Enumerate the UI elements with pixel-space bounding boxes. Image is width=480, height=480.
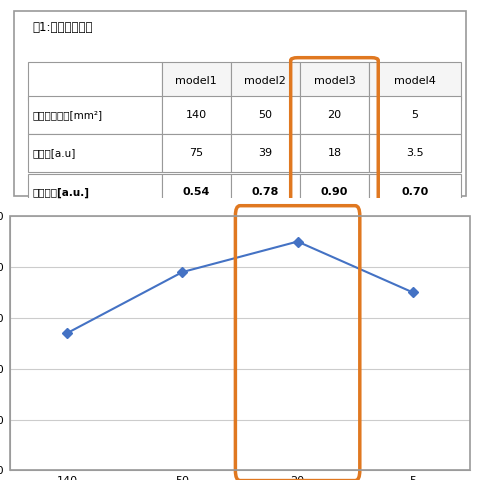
Text: 140: 140 bbox=[186, 110, 207, 120]
Bar bbox=[28, 134, 162, 172]
Bar bbox=[369, 62, 461, 100]
Bar bbox=[162, 96, 231, 134]
Bar bbox=[28, 96, 162, 134]
Text: 18: 18 bbox=[327, 148, 342, 158]
Bar bbox=[231, 96, 300, 134]
Bar bbox=[162, 174, 231, 211]
Text: 50: 50 bbox=[258, 110, 272, 120]
Bar bbox=[28, 62, 162, 100]
Text: 39: 39 bbox=[258, 148, 273, 158]
Text: 0.90: 0.90 bbox=[321, 188, 348, 197]
Text: 5: 5 bbox=[412, 110, 419, 120]
Text: 3.5: 3.5 bbox=[406, 148, 424, 158]
Text: 0.54: 0.54 bbox=[182, 188, 210, 197]
Text: 0.78: 0.78 bbox=[252, 188, 279, 197]
Bar bbox=[369, 174, 461, 211]
Bar bbox=[300, 62, 369, 100]
Bar bbox=[300, 96, 369, 134]
Bar bbox=[300, 134, 369, 172]
Text: model4: model4 bbox=[394, 76, 436, 86]
Bar bbox=[231, 174, 300, 211]
Text: 20: 20 bbox=[327, 110, 342, 120]
Bar bbox=[300, 174, 369, 211]
Text: 流入量[a.u]: 流入量[a.u] bbox=[33, 148, 76, 158]
Text: 絞り開口面積[mm²]: 絞り開口面積[mm²] bbox=[33, 110, 103, 120]
Bar bbox=[369, 134, 461, 172]
Text: 表1:集塵性能検討: 表1:集塵性能検討 bbox=[33, 21, 93, 34]
Bar bbox=[28, 174, 162, 211]
Text: 75: 75 bbox=[189, 148, 204, 158]
Bar bbox=[369, 96, 461, 134]
Text: model1: model1 bbox=[175, 76, 217, 86]
Bar bbox=[10, 216, 470, 470]
Text: 0.70: 0.70 bbox=[401, 188, 429, 197]
Text: model3: model3 bbox=[313, 76, 355, 86]
Bar bbox=[231, 134, 300, 172]
Bar bbox=[231, 62, 300, 100]
Text: 集塵性能[a.u.]: 集塵性能[a.u.] bbox=[33, 187, 90, 198]
Bar bbox=[162, 134, 231, 172]
Bar bbox=[162, 62, 231, 100]
Text: model2: model2 bbox=[244, 76, 286, 86]
